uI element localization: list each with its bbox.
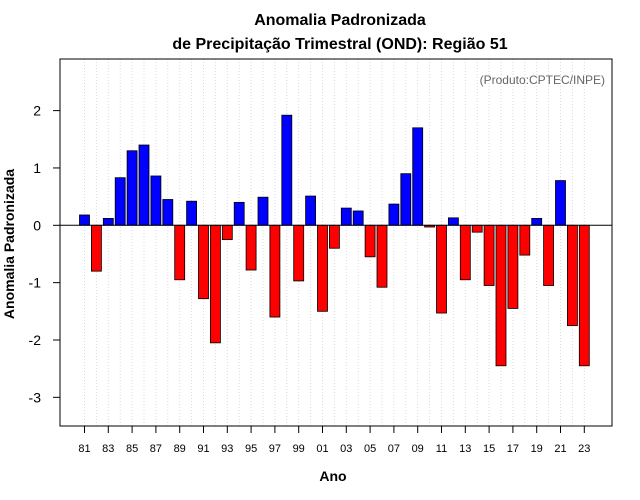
x-axis-label: Ano — [319, 468, 346, 484]
y-axis: -3 -2 -1 0 1 2 — [29, 103, 60, 405]
bar-96 — [257, 196, 269, 226]
x-tick-label: 11 — [436, 443, 447, 455]
x-tick-label: 95 — [245, 443, 257, 455]
bar-06 — [376, 224, 388, 288]
bar-03 — [340, 207, 352, 226]
x-tick-label: 91 — [197, 443, 209, 455]
bar-89 — [174, 224, 186, 281]
bar-82 — [91, 224, 102, 272]
bar-21 — [555, 180, 566, 226]
bar-series — [79, 114, 590, 367]
x-tick-label: 03 — [340, 443, 352, 455]
x-tick-label: 07 — [388, 443, 400, 455]
bar-05 — [364, 224, 376, 258]
bar-18 — [519, 224, 531, 256]
bar-14 — [471, 224, 483, 233]
x-tick-label: 85 — [126, 443, 138, 455]
bar-02 — [328, 224, 340, 249]
bar-19 — [531, 218, 543, 226]
bar-91 — [198, 224, 209, 300]
x-tick-label: 15 — [483, 443, 495, 455]
x-tick-label: 01 — [316, 443, 328, 455]
x-tick-label: 09 — [412, 443, 424, 455]
bar-00 — [305, 195, 317, 226]
y-tick-label: -3 — [29, 389, 42, 405]
bar-94 — [233, 201, 245, 226]
bar-01 — [317, 224, 328, 312]
y-tick-label: 1 — [33, 160, 41, 176]
x-tick-label: 13 — [459, 443, 471, 455]
x-tick-label: 19 — [531, 443, 543, 455]
bar-98 — [281, 114, 293, 226]
bar-11 — [436, 224, 447, 314]
y-tick-label: 2 — [33, 103, 41, 119]
x-tick-label: 81 — [78, 443, 90, 455]
bar-83 — [102, 218, 114, 226]
bar-88 — [162, 199, 174, 226]
bar-20 — [543, 224, 554, 286]
y-tick-label: -1 — [29, 275, 42, 291]
x-axis: 81 83 85 87 89 91 93 95 97 99 01 03 05 07 09 11 13 15 17 19… — [78, 426, 590, 455]
bar-95 — [245, 224, 257, 271]
chart-subtitle: de Precipitação Trimestral (OND): Região… — [172, 36, 507, 53]
bar-16 — [495, 224, 507, 367]
bar-86 — [138, 144, 150, 226]
bar-04 — [352, 210, 364, 226]
bar-07 — [388, 203, 400, 226]
x-tick-label: 05 — [364, 443, 376, 455]
bar-15 — [483, 224, 495, 286]
chart-title: Anomalia Padronizada — [254, 12, 426, 29]
plot-frame — [59, 58, 613, 427]
bar-09 — [412, 127, 424, 226]
x-tick-label: 87 — [150, 443, 162, 455]
y-axis-label: Anomalia Padronizada — [1, 169, 17, 319]
x-tick-label: 23 — [578, 443, 590, 455]
bar-84 — [114, 177, 126, 226]
x-tick-label: 17 — [507, 443, 519, 455]
x-tick-label: 99 — [293, 443, 305, 455]
bar-90 — [186, 200, 198, 226]
x-tick-label: 83 — [102, 443, 114, 455]
bar-12 — [447, 217, 459, 226]
x-tick-label: 93 — [221, 443, 233, 455]
bar-22 — [567, 224, 578, 327]
bar-92 — [209, 224, 221, 344]
x-tick-label: 89 — [174, 443, 186, 455]
bar-87 — [150, 175, 162, 226]
y-tick-label: -2 — [29, 332, 42, 348]
bar-85 — [126, 150, 138, 226]
bar-97 — [269, 224, 281, 318]
x-tick-label: 97 — [269, 443, 281, 455]
bar-13 — [459, 224, 471, 281]
bar-93 — [221, 224, 233, 241]
bar-23 — [578, 224, 590, 367]
bar-81 — [79, 214, 90, 226]
bar-17 — [507, 224, 519, 309]
bar-99 — [293, 224, 305, 282]
bar-08 — [400, 173, 412, 226]
x-tick-label: 21 — [554, 443, 566, 455]
y-tick-label: 0 — [33, 217, 41, 233]
credit-label: (Produto:CPTEC/INPE) — [480, 73, 605, 87]
